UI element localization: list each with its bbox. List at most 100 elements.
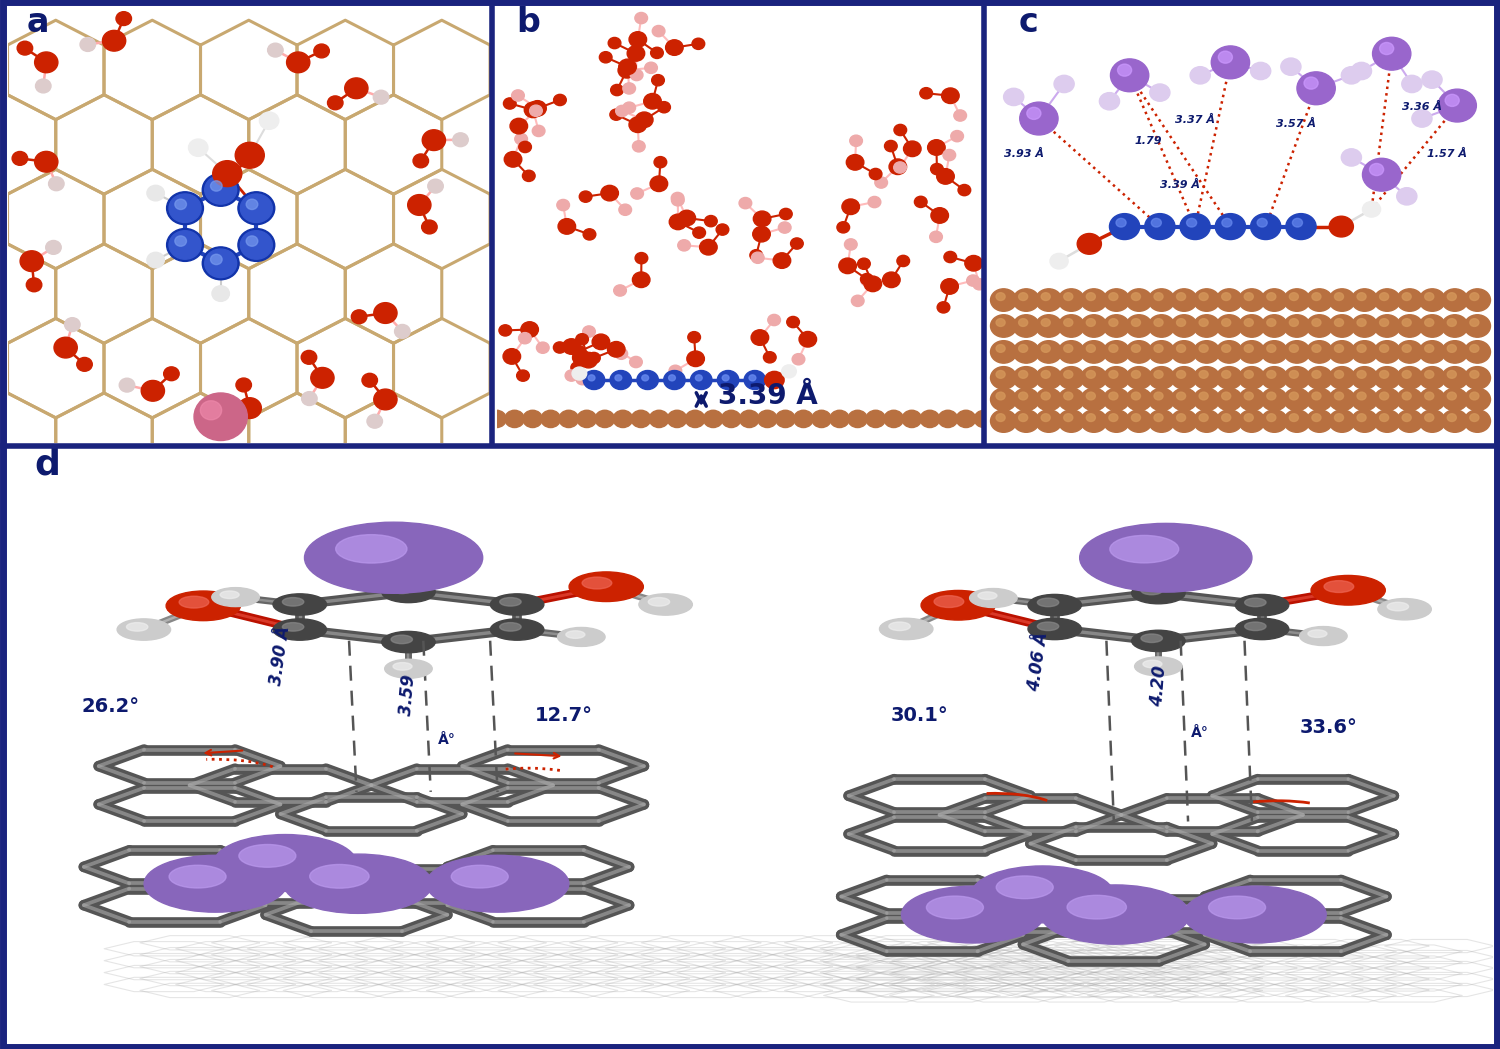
Circle shape	[996, 370, 1005, 379]
Circle shape	[1035, 388, 1062, 411]
Circle shape	[147, 253, 165, 267]
Circle shape	[897, 255, 909, 266]
Circle shape	[1035, 315, 1062, 337]
Text: 30.1°: 30.1°	[891, 706, 950, 725]
Circle shape	[996, 319, 1005, 326]
Circle shape	[588, 374, 596, 381]
Circle shape	[220, 591, 238, 599]
Circle shape	[1064, 344, 1072, 352]
Circle shape	[1464, 315, 1491, 337]
Circle shape	[519, 142, 531, 152]
Circle shape	[620, 205, 632, 215]
Circle shape	[1442, 288, 1468, 312]
Circle shape	[870, 169, 882, 179]
Text: 1.57 Å: 1.57 Å	[1426, 149, 1467, 159]
Circle shape	[1131, 344, 1140, 352]
Circle shape	[1448, 319, 1456, 326]
Circle shape	[1212, 46, 1249, 79]
Circle shape	[780, 209, 792, 219]
Circle shape	[1358, 392, 1366, 400]
Circle shape	[1104, 366, 1130, 389]
Circle shape	[1126, 315, 1152, 337]
Circle shape	[1419, 388, 1446, 411]
Circle shape	[80, 38, 96, 51]
Circle shape	[211, 285, 230, 301]
Circle shape	[584, 229, 596, 240]
Circle shape	[351, 309, 368, 324]
Circle shape	[672, 192, 684, 204]
Circle shape	[368, 414, 382, 428]
Circle shape	[1396, 188, 1417, 205]
Circle shape	[788, 317, 800, 327]
Text: b: b	[516, 6, 540, 39]
Circle shape	[522, 170, 536, 181]
Text: Å°: Å°	[1191, 726, 1209, 740]
Circle shape	[204, 249, 237, 278]
Circle shape	[164, 367, 178, 381]
Circle shape	[194, 393, 248, 441]
Circle shape	[34, 151, 58, 172]
Circle shape	[934, 596, 964, 607]
Circle shape	[1194, 410, 1219, 432]
Circle shape	[1142, 634, 1162, 642]
Circle shape	[1236, 595, 1288, 616]
Circle shape	[1244, 392, 1254, 400]
Circle shape	[868, 196, 880, 208]
Circle shape	[1172, 410, 1197, 432]
Circle shape	[1216, 288, 1242, 312]
Circle shape	[1064, 319, 1072, 326]
Circle shape	[506, 410, 525, 428]
Circle shape	[1019, 319, 1028, 326]
Circle shape	[1262, 341, 1287, 363]
Circle shape	[486, 410, 506, 428]
Circle shape	[1358, 293, 1366, 300]
Circle shape	[582, 326, 596, 337]
Circle shape	[1019, 293, 1028, 300]
Circle shape	[166, 192, 204, 224]
Circle shape	[1108, 319, 1118, 326]
Circle shape	[964, 256, 982, 271]
Circle shape	[426, 855, 568, 913]
Circle shape	[1019, 392, 1028, 400]
Circle shape	[1380, 392, 1389, 400]
Circle shape	[686, 410, 705, 428]
Circle shape	[1306, 341, 1332, 363]
Circle shape	[1198, 319, 1208, 326]
Circle shape	[176, 236, 186, 247]
Circle shape	[846, 154, 864, 170]
Circle shape	[1172, 288, 1197, 312]
Circle shape	[374, 90, 388, 104]
Circle shape	[885, 141, 897, 152]
Circle shape	[753, 227, 771, 242]
Circle shape	[1154, 413, 1162, 422]
Circle shape	[849, 135, 862, 147]
Circle shape	[1216, 341, 1242, 363]
Circle shape	[141, 381, 165, 401]
Circle shape	[936, 169, 954, 185]
Circle shape	[1442, 410, 1468, 432]
Circle shape	[510, 119, 528, 134]
Circle shape	[1335, 370, 1344, 379]
Circle shape	[996, 876, 1053, 899]
Circle shape	[740, 197, 752, 209]
Circle shape	[1126, 388, 1152, 411]
Circle shape	[864, 276, 882, 292]
Circle shape	[1086, 293, 1095, 300]
Circle shape	[920, 88, 933, 99]
Circle shape	[1194, 288, 1219, 312]
Circle shape	[1402, 293, 1411, 300]
Circle shape	[189, 140, 209, 156]
Circle shape	[1209, 896, 1266, 919]
Circle shape	[1396, 366, 1423, 389]
Circle shape	[45, 240, 62, 254]
Circle shape	[1194, 341, 1219, 363]
Circle shape	[1221, 344, 1230, 352]
Circle shape	[117, 619, 171, 640]
Circle shape	[1004, 88, 1025, 106]
Circle shape	[1335, 413, 1344, 422]
Circle shape	[381, 631, 435, 652]
Circle shape	[610, 84, 624, 95]
Circle shape	[1329, 410, 1354, 432]
Circle shape	[1149, 366, 1174, 389]
Circle shape	[1262, 315, 1287, 337]
